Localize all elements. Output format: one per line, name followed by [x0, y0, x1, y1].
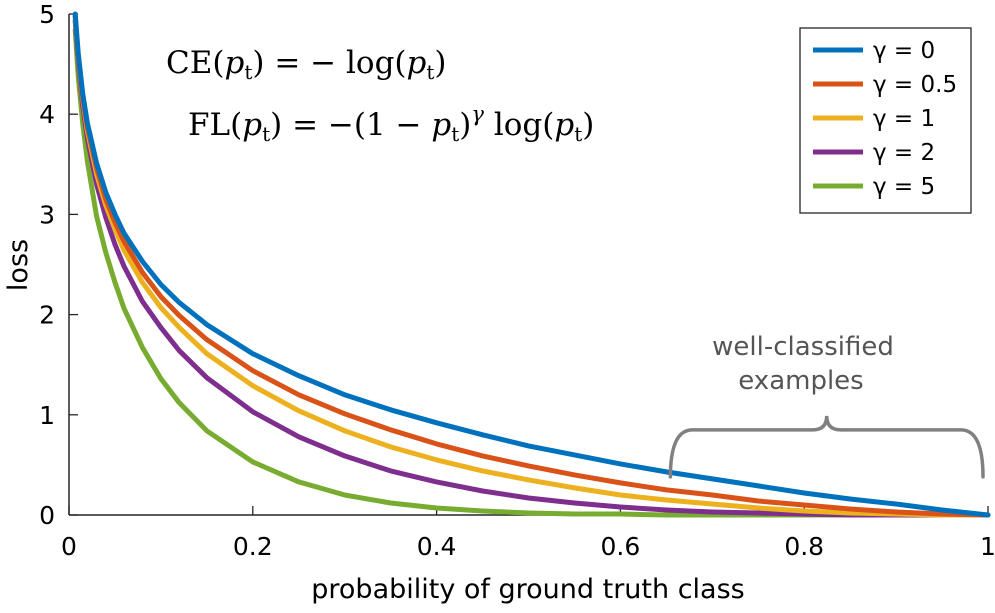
legend-label: γ = 1: [873, 106, 935, 132]
y-tick-label: 1: [39, 401, 55, 430]
ce-arg: p: [224, 45, 244, 81]
x-tick-label: 0.6: [601, 532, 641, 561]
fl-arg: p: [242, 107, 262, 143]
fl-equation: FL(pt) = −(1 − pt)γ log(pt): [188, 102, 594, 146]
fl-rhs-arg: p: [431, 107, 451, 143]
x-tick-label: 1: [980, 532, 995, 561]
series-line-gamma-0: [72, 11, 991, 518]
fl-pow: γ: [471, 102, 484, 126]
y-tick-label: 5: [39, 0, 55, 29]
well-classified-annotation: well-classified examples: [668, 332, 985, 479]
y-tick-label: 0: [39, 501, 55, 530]
ce-sub: t: [244, 60, 252, 84]
annotation-line1: well-classified: [712, 332, 894, 362]
x-tick-label: 0.4: [417, 532, 457, 561]
legend-label: γ = 0.5: [873, 72, 957, 98]
ce-rhs-op: = − log(: [274, 45, 406, 81]
ce-close: ): [434, 45, 446, 81]
x-axis-label: probability of ground truth class: [311, 574, 744, 605]
legend-label: γ = 5: [873, 174, 935, 200]
ce-equation: CE(pt) = − log(pt): [166, 45, 447, 84]
fl-log-arg: p: [554, 107, 574, 143]
legend-label: γ = 0: [873, 38, 935, 64]
fl-rhs-op: = −(1 −: [292, 107, 431, 143]
series-line-gamma-2: [72, 18, 991, 518]
ce-rhs-sub: t: [426, 60, 434, 84]
x-tick-label: 0.8: [784, 532, 824, 561]
fl-sub: t: [262, 122, 270, 146]
y-tick-label: 2: [39, 301, 55, 330]
y-ticks: 0 1 2 3 4 5: [39, 0, 78, 530]
legend-label: γ = 2: [873, 140, 935, 166]
fl-log-sub: t: [574, 122, 582, 146]
fl-lhs-name: FL: [188, 107, 230, 143]
fl-log: log(: [484, 107, 554, 143]
annotation-line2: examples: [738, 366, 863, 396]
x-tick-label: 0: [61, 532, 77, 561]
x-tick-label: 0.2: [233, 532, 273, 561]
legend-items: γ = 0 γ = 0.5 γ = 1 γ = 2 γ = 5: [813, 38, 957, 200]
ce-rhs-arg: p: [407, 45, 427, 81]
fl-rhs-sub: t: [451, 122, 459, 146]
fl-close: ): [582, 107, 594, 143]
x-ticks: 0 0.2 0.4 0.6 0.8 1: [61, 506, 995, 561]
plot-area: 0 0.2 0.4 0.6 0.8 1 0 1 2 3 4 5: [39, 0, 995, 561]
series-lines: [72, 11, 991, 518]
legend: γ = 0 γ = 0.5 γ = 1 γ = 2 γ = 5: [799, 27, 972, 214]
ce-lhs-name: CE: [166, 45, 212, 81]
y-tick-label: 4: [39, 100, 55, 129]
curly-brace: [668, 415, 985, 479]
y-axis-label: loss: [3, 239, 34, 291]
y-tick-label: 3: [39, 200, 55, 229]
